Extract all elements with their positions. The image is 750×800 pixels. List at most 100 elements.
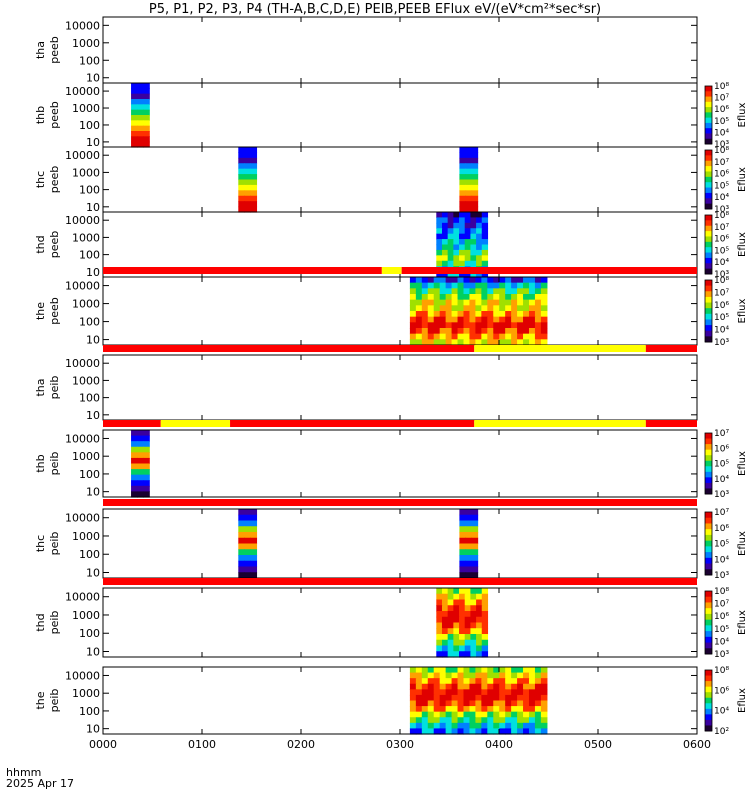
- heatmap-cell: [137, 131, 144, 137]
- heatmap-cell: [453, 588, 460, 595]
- heatmap-cell: [131, 99, 138, 105]
- heatmap-cell: [463, 333, 471, 340]
- heatmap-cell: [481, 700, 488, 707]
- heatmap-cell: [481, 593, 489, 601]
- heatmap-cell: [475, 299, 482, 306]
- heatmap-cell: [250, 560, 258, 568]
- heatmap-cell: [476, 628, 483, 635]
- heatmap-cell: [517, 694, 524, 702]
- heatmap-cell: [447, 616, 454, 624]
- heatmap-cell: [457, 728, 465, 735]
- heatmap-cell: [445, 728, 453, 735]
- heatmap-cell: [131, 463, 138, 470]
- heatmap-cell: [481, 260, 489, 267]
- heatmap-cell: [238, 201, 245, 208]
- heatmap-cell: [463, 722, 471, 730]
- heatmap-cell: [517, 322, 524, 329]
- heatmap-cell: [534, 711, 542, 718]
- colorbar-step: [705, 313, 712, 320]
- heatmap-cell: [421, 288, 429, 295]
- heatmap-cell: [476, 651, 483, 658]
- colorbar-step: [705, 203, 712, 210]
- heatmap-cell: [481, 645, 489, 652]
- heatmap-cell: [517, 294, 524, 301]
- colorbar-step: [705, 686, 712, 693]
- heatmap-cell: [465, 195, 473, 202]
- heatmap-cell: [471, 549, 479, 556]
- heatmap-cell: [409, 339, 417, 346]
- heatmap-cell: [447, 255, 454, 262]
- heatmap-cell: [409, 282, 417, 289]
- heatmap-cell: [427, 672, 435, 679]
- heatmap-cell: [493, 333, 500, 340]
- heatmap-cell: [447, 593, 454, 601]
- colorbar-tick-label: 10⁷: [714, 288, 729, 298]
- colorbar-step: [705, 619, 712, 626]
- heatmap-cell: [523, 299, 530, 306]
- heatmap-cell: [493, 294, 500, 301]
- heatmap-cell: [463, 700, 471, 707]
- heatmap-cell: [475, 277, 482, 284]
- colorbar-step: [705, 330, 712, 337]
- heatmap-cell: [137, 88, 144, 95]
- heatmap-cell: [439, 333, 447, 340]
- panel-frame: [102, 276, 698, 346]
- heatmap-cell: [471, 190, 479, 197]
- heatmap-cell: [244, 514, 251, 522]
- heatmap-cell: [540, 694, 548, 702]
- panel-label-probe: tha: [34, 41, 47, 59]
- heatmap-cell: [415, 299, 423, 306]
- panel-label-instrument: peeb: [48, 101, 61, 129]
- colorbar-step: [705, 231, 712, 237]
- heatmap-cell: [459, 168, 467, 175]
- panel-frame: [102, 666, 698, 735]
- heatmap-cell: [528, 694, 536, 702]
- heatmap-cell: [481, 299, 488, 306]
- heatmap-cell: [464, 622, 471, 629]
- heatmap-cell: [238, 555, 245, 562]
- heatmap-cell: [469, 678, 476, 685]
- x-tick-label: 0600: [683, 738, 711, 751]
- colorbar-tick-label: 10⁸: [714, 211, 729, 221]
- heatmap-cell: [409, 277, 417, 284]
- y-tick-label: 100: [79, 392, 100, 405]
- heatmap-cell: [464, 249, 471, 256]
- heatmap-cell: [457, 717, 465, 724]
- heatmap-cell: [471, 184, 479, 191]
- heatmap-cell: [523, 294, 530, 301]
- heatmap-cell: [439, 311, 447, 318]
- heatmap-cell: [427, 694, 435, 702]
- heatmap-cell: [523, 288, 530, 295]
- colorbar-tick-label: 10⁷: [714, 94, 729, 104]
- heatmap-cell: [250, 174, 258, 181]
- heatmap-cell: [238, 163, 245, 170]
- heatmap-cell: [457, 706, 465, 713]
- heatmap-cell: [465, 184, 473, 191]
- heatmap-cell: [476, 634, 483, 641]
- heatmap-cell: [470, 588, 477, 595]
- heatmap-cell: [523, 717, 530, 724]
- heatmap-cell: [534, 316, 542, 323]
- y-tick-label: 1000: [72, 450, 100, 463]
- heatmap-cell: [493, 700, 500, 707]
- heatmap-cell: [131, 474, 138, 481]
- heatmap-cell: [459, 599, 466, 606]
- colorbar-step: [705, 613, 712, 621]
- heatmap-cell: [250, 520, 258, 527]
- y-tick-label: 10: [86, 409, 100, 422]
- heatmap-cell: [464, 651, 471, 658]
- heatmap-cell: [493, 328, 500, 335]
- heatmap-cell: [244, 195, 251, 202]
- heatmap-cell: [457, 694, 465, 702]
- heatmap-cell: [511, 311, 518, 318]
- flag-segment: [103, 578, 697, 585]
- heatmap-cell: [463, 277, 471, 284]
- heatmap-cell: [487, 311, 494, 318]
- heatmap-cell: [517, 678, 524, 685]
- panel-label-instrument: peeb: [48, 297, 61, 325]
- heatmap-cell: [409, 683, 417, 690]
- colorbar-step: [705, 670, 712, 677]
- colorbar-label: Eflux: [737, 298, 748, 323]
- colorbar-step: [705, 703, 712, 710]
- heatmap-cell: [540, 717, 548, 724]
